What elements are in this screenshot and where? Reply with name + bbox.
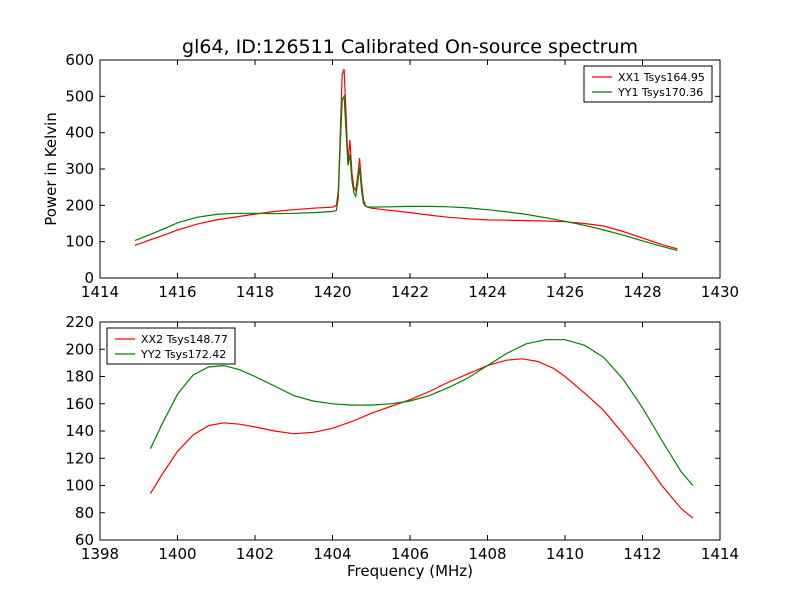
chart-1-y-tick-label: 600 xyxy=(65,51,94,69)
chart-1-legend-label-2: YY1 Tsys170.36 xyxy=(617,86,703,99)
chart-1-x-tick-label: 1420 xyxy=(313,283,351,301)
chart-bottom: 1398 1400 1402 1404 1406 1408 1410 1412 1414 60 80… xyxy=(65,313,739,580)
chart-1-legend-label-1: XX1 Tsys164.95 xyxy=(618,71,705,84)
chart-1-y-axis-label: Power in Kelvin xyxy=(42,112,60,226)
chart-2-series-1-line xyxy=(149,358,694,519)
chart-1-x-tick-label: 1414 xyxy=(81,283,119,301)
chart-1-legend-box xyxy=(583,65,713,103)
chart-2-x-tick-label: 1414 xyxy=(701,545,739,563)
chart-2-y-tick-label: 220 xyxy=(65,313,94,331)
chart-2-y-tick-label: 180 xyxy=(65,368,94,386)
chart-2-legend: XX2 Tsys148.77 YY2 Tsys172.42 xyxy=(106,327,236,365)
chart-2-x-axis-label: Frequency (MHz) xyxy=(347,562,473,580)
chart-2-x-tick-label: 1406 xyxy=(391,545,429,563)
chart-2-legend-label-1: XX2 Tsys148.77 xyxy=(141,333,228,346)
chart-1-y-tick-label: 500 xyxy=(65,87,94,105)
chart-2-x-tick-label: 1400 xyxy=(158,545,196,563)
chart-1-x-tick-label: 1428 xyxy=(623,283,661,301)
chart-2-x-tick-label: 1404 xyxy=(313,545,351,563)
chart-1-x-tick-label: 1422 xyxy=(391,283,429,301)
chart-top: 1414 1416 1418 1420 1422 1424 1426 1428 1430 0 100… xyxy=(42,51,739,301)
chart-2-series-2-line xyxy=(149,339,694,486)
chart-2-x-tick-label: 1398 xyxy=(81,545,119,563)
chart-title: gl64, ID:126511 Calibrated On-source spe… xyxy=(182,36,638,58)
chart-2-legend-box xyxy=(106,327,236,365)
chart-2-y-tick-label: 60 xyxy=(75,531,94,549)
chart-1-x-tick-label: 1416 xyxy=(158,283,196,301)
chart-2-x-tick-label: 1412 xyxy=(623,545,661,563)
chart-2-x-tick-label: 1408 xyxy=(468,545,506,563)
chart-1-x-tick-label: 1426 xyxy=(546,283,584,301)
chart-1-y-tick-label: 200 xyxy=(65,196,94,214)
chart-1-x-tick-label: 1418 xyxy=(236,283,274,301)
chart-2-x-tick-label: 1402 xyxy=(236,545,274,563)
chart-1-y-tick-label: 400 xyxy=(65,124,94,142)
chart-2-y-tick-label: 160 xyxy=(65,395,94,413)
chart-1-x-tick-label: 1430 xyxy=(701,283,739,301)
chart-1-series-1-line xyxy=(134,68,678,250)
chart-2-y-tick-label: 100 xyxy=(65,477,94,495)
chart-2-y-tick-label: 140 xyxy=(65,422,94,440)
chart-2-x-tick-label: 1410 xyxy=(546,545,584,563)
chart-2-y-tick-label: 120 xyxy=(65,449,94,467)
chart-2-legend-label-2: YY2 Tsys172.42 xyxy=(140,348,226,361)
chart-1-legend: XX1 Tsys164.95 YY1 Tsys170.36 xyxy=(583,65,713,103)
chart-2-y-tick-label: 80 xyxy=(75,504,94,522)
chart-1-y-tick-label: 300 xyxy=(65,160,94,178)
chart-1-y-tick-label: 0 xyxy=(84,269,94,287)
chart-1-y-tick-label: 100 xyxy=(65,233,94,251)
chart-2-y-tick-label: 200 xyxy=(65,340,94,358)
chart-1-x-tick-label: 1424 xyxy=(468,283,506,301)
chart-1-series-2-line xyxy=(134,94,678,251)
